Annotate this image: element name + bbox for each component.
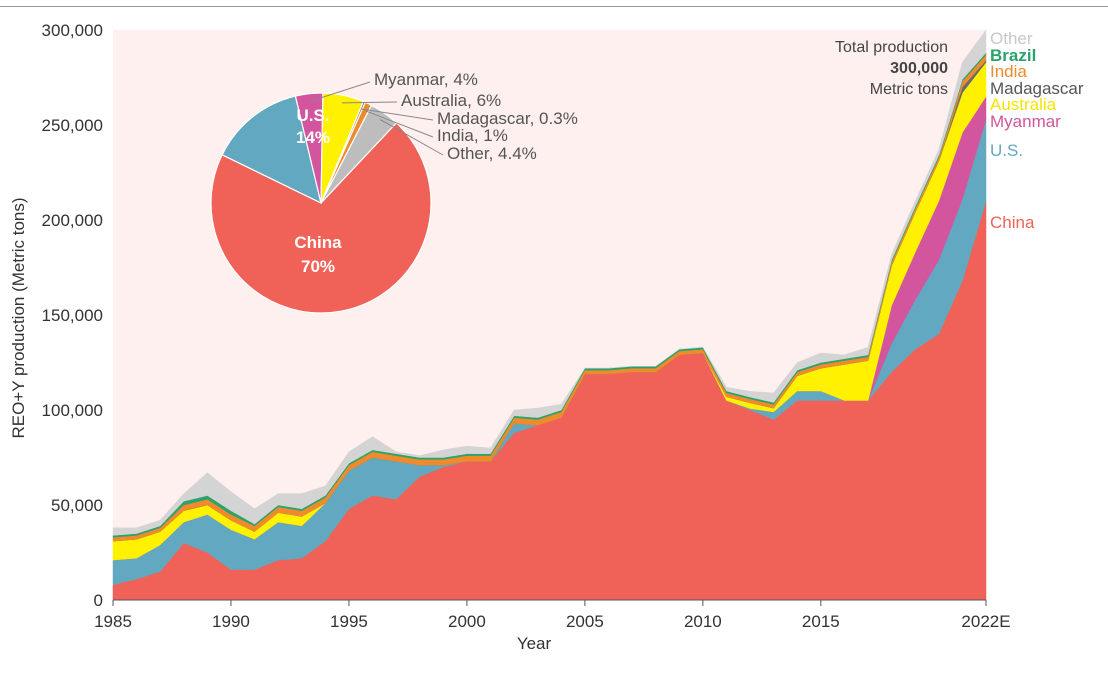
x-tick-label: 1985 [94,612,132,631]
y-axis-ticks: 0 50,000 100,000 150,000 200,000 250,000 300,0… [42,21,103,610]
x-tick-label: 2005 [566,612,604,631]
pie-label-australia: Australia, 6% [401,91,501,110]
series-label-other: Other [990,29,1033,48]
pie-leader-line [309,81,371,102]
series-label-china: China [990,213,1035,232]
series-label-madagascar: Madagascar [990,79,1084,98]
x-tick-label: 2022E [961,612,1010,631]
y-axis-label: REO+Y production (Metric tons) [9,197,28,438]
y-tick-label: 0 [94,591,103,610]
x-tick-label: 1995 [330,612,368,631]
pie-leader-line [341,101,398,104]
x-tick-label: 2010 [684,612,722,631]
total-value: 300,000 [890,60,948,77]
series-label-brazil: Brazil [990,46,1036,65]
pie-inner-name: China [294,233,342,252]
pie-slice-china [210,122,432,314]
top-rule [0,6,1108,7]
series-label-myanmar: Myanmar [990,112,1061,131]
total-production-annotation: Total production 300,000 Metric tons [835,39,948,98]
pie-inner-pct: 70% [301,257,335,276]
pie-inner-name: U.S. [296,106,329,125]
area-other [112,29,987,536]
area-series-group [112,29,987,601]
y-tick-label: 200,000 [42,211,103,230]
series-label-u-s: U.S. [990,141,1023,160]
pie-inner-pct: 14% [296,128,330,147]
y-tick-label: 100,000 [42,401,103,420]
x-tick-label: 2000 [448,612,486,631]
x-tick-label: 1990 [212,612,250,631]
y-tick-label: 250,000 [42,116,103,135]
series-labels: OtherBrazilIndiaMadagascarAustraliaMyanm… [990,29,1084,232]
pie-chart: China 70% U.S. 14% Myanmar, 4% Australia, 6%M… [210,70,578,314]
total-line1: Total production [835,39,948,56]
series-label-india: India [990,62,1027,81]
pie-label-other: Other, 4.4% [447,144,537,163]
pie-label-madagascar: Madagascar, 0.3% [437,109,578,128]
x-axis-label: Year [517,634,552,653]
x-axis-ticks: 1985 1990 1995 2000 2005 2010 2015 2022E [94,599,1011,631]
x-tick-label: 2015 [802,612,840,631]
y-tick-label: 150,000 [42,306,103,325]
pie-leader-line [364,110,434,138]
y-tick-label: 300,000 [42,21,103,40]
total-line3: Metric tons [870,81,948,98]
y-tick-label: 50,000 [51,496,103,515]
pie-leader-line [361,108,434,121]
pie-slice-u-s [221,95,322,205]
pie-label-myanmar: Myanmar, 4% [374,70,478,89]
pie-leader-line [379,119,444,156]
pie-label-india: India, 1% [437,126,508,145]
series-label-australia: Australia [990,95,1057,114]
